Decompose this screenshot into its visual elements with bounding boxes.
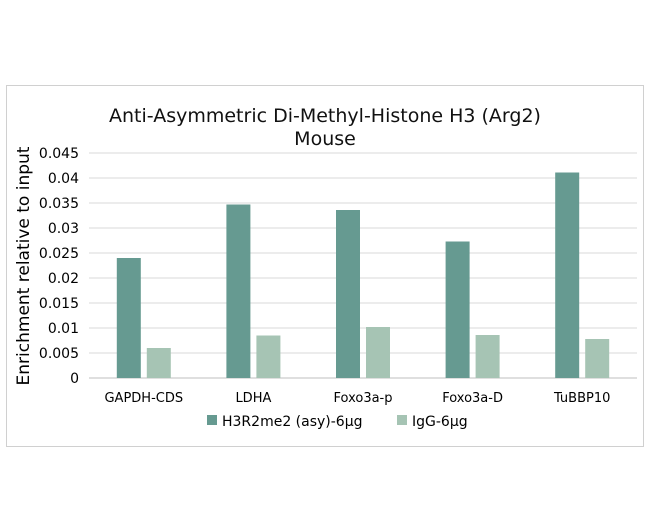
bars — [116, 172, 610, 378]
y-tick-labels: 0 0.005 0.01 0.015 0.02 0.025 0.03 0.035 0.04 0.0… — [39, 146, 79, 387]
y-tick-label: 0 — [70, 371, 79, 387]
y-tick-label: 0.01 — [48, 321, 79, 337]
bar-h3r2me2 — [116, 258, 141, 378]
bar-igg — [146, 348, 171, 378]
bar-igg — [366, 327, 390, 378]
bar-igg — [475, 335, 500, 378]
x-tick-label: Foxo3a-D — [442, 391, 503, 406]
grid-lines — [89, 152, 637, 379]
x-tick-label: TuBBP10 — [553, 391, 610, 406]
legend-label: IgG-6μg — [412, 414, 468, 430]
y-tick-label: 0.03 — [48, 221, 79, 237]
y-tick-label: 0.035 — [39, 196, 79, 212]
bar-h3r2me2 — [226, 204, 251, 378]
legend-swatch — [397, 415, 407, 425]
y-tick-label: 0.015 — [39, 296, 79, 312]
chart-title-line-1: Anti-Asymmetric Di-Methyl-Histone H3 (Ar… — [109, 105, 541, 127]
x-tick-label: LDHA — [235, 391, 271, 406]
chart-title-line-2: Mouse — [294, 128, 356, 150]
category-labels: GAPDH-CDS LDHA Foxo3a-p Foxo3a-D TuBBP10 — [104, 391, 610, 406]
x-tick-label: GAPDH-CDS — [104, 391, 183, 406]
bar-igg — [256, 335, 281, 378]
bar-igg — [585, 339, 610, 378]
bar-h3r2me2 — [555, 172, 580, 378]
chart: Anti-Asymmetric Di-Methyl-Histone H3 (Ar… — [14, 105, 637, 430]
legend-label: H3R2me2 (asy)-6μg — [222, 414, 363, 430]
chart-frame: Anti-Asymmetric Di-Methyl-Histone H3 (Ar… — [6, 85, 644, 447]
legend-swatch — [207, 415, 217, 425]
y-axis-label: Enrichment relative to input — [14, 146, 34, 385]
bar-h3r2me2 — [445, 241, 470, 378]
y-tick-label: 0.02 — [48, 271, 79, 287]
x-tick-label: Foxo3a-p — [334, 391, 393, 406]
y-tick-label: 0.04 — [48, 171, 79, 187]
y-tick-label: 0.025 — [39, 246, 79, 262]
y-tick-label: 0.005 — [39, 346, 79, 362]
y-tick-label: 0.045 — [39, 146, 79, 162]
legend: H3R2me2 (asy)-6μg IgG-6μg — [207, 414, 468, 430]
bar-h3r2me2 — [336, 210, 360, 378]
